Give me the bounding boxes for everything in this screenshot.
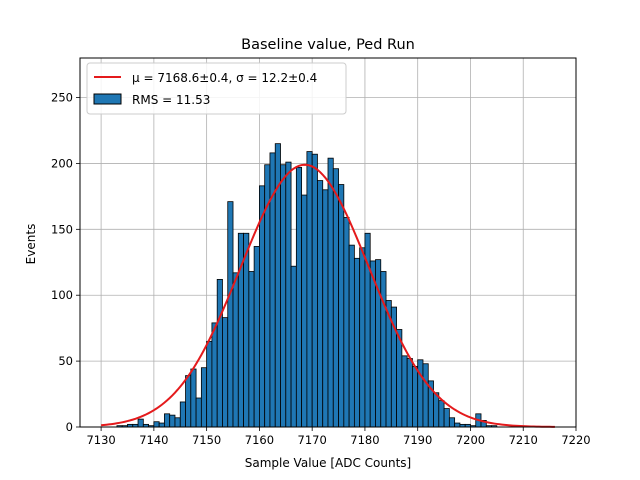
- histogram-bar: [417, 359, 424, 428]
- legend-fit-label: μ = 7168.6±0.4, σ = 12.2±0.4: [132, 71, 317, 85]
- histogram-bar: [454, 422, 461, 428]
- histogram-bar: [253, 246, 260, 428]
- histogram-bar: [412, 365, 419, 428]
- histogram-bar: [401, 355, 408, 428]
- histogram-bar: [332, 168, 339, 428]
- histogram-bar: [190, 368, 197, 428]
- legend-histogram-swatch: [93, 93, 122, 105]
- legend: μ = 7168.6±0.4, σ = 12.2±0.4 RMS = 11.53: [86, 62, 347, 115]
- histogram-bar: [396, 329, 403, 428]
- histogram-bar: [311, 153, 318, 428]
- histogram-bar: [232, 272, 239, 428]
- axes: 7130 7140 7150 7160 7170 7180 7190 7200 7210 7220…: [51, 57, 591, 447]
- histogram-bar: [222, 317, 229, 428]
- histogram-bar: [406, 358, 413, 428]
- y-tick-label: 100: [51, 288, 73, 302]
- x-tick-label: 7200: [456, 433, 485, 447]
- histogram-bar: [137, 418, 144, 428]
- fit-curve-layer: [101, 163, 555, 428]
- histogram-bar: [185, 375, 192, 428]
- histogram-bar: [438, 400, 445, 428]
- histogram-bar: [174, 417, 181, 428]
- plot-frame: [79, 57, 577, 428]
- histogram-bar: [380, 271, 387, 428]
- x-axis-label: Sample Value [ADC Counts]: [245, 456, 411, 470]
- histogram-bar: [227, 201, 234, 428]
- y-tick-label: 0: [66, 420, 73, 434]
- legend-histogram-label: RMS = 11.53: [132, 93, 210, 107]
- x-tick-label: 7220: [561, 433, 590, 447]
- y-axis-label: Events: [24, 224, 38, 265]
- chart-title: Baseline value, Ped Run: [241, 37, 415, 53]
- x-tick-label: 7180: [350, 433, 379, 447]
- histogram-bar: [369, 260, 376, 428]
- histogram-bar: [169, 414, 176, 428]
- histogram-bar: [206, 340, 213, 428]
- x-tick-label: 7170: [298, 433, 327, 447]
- x-tick-label: 7210: [509, 433, 538, 447]
- histogram-bars: [116, 143, 498, 428]
- legend-box: [86, 62, 347, 115]
- histogram-bar: [243, 232, 250, 428]
- histogram-bar: [164, 413, 171, 428]
- histogram-bar: [422, 363, 429, 428]
- histogram-bar: [216, 278, 223, 428]
- histogram-bar: [248, 271, 255, 428]
- y-tick-label: 250: [51, 91, 73, 105]
- y-tick-label: 50: [58, 354, 73, 368]
- x-tick-label: 7140: [139, 433, 168, 447]
- histogram-bar: [327, 157, 334, 428]
- histogram-bar: [338, 184, 345, 428]
- histogram-bar: [195, 397, 202, 428]
- histogram-bar: [280, 164, 287, 428]
- histogram-bar: [353, 257, 361, 428]
- histogram-bar: [301, 194, 308, 428]
- x-tick-label: 7190: [403, 433, 432, 447]
- x-tick-label: 7150: [192, 433, 221, 447]
- histogram-bar: [443, 408, 450, 428]
- histogram-bar: [285, 161, 292, 428]
- histogram-bar: [348, 244, 355, 428]
- histogram-bar: [322, 189, 329, 428]
- histogram-bar: [158, 422, 165, 428]
- histogram-bar: [317, 180, 324, 428]
- histogram-bar: [359, 247, 366, 428]
- histogram-bar: [153, 421, 160, 428]
- histogram-bar: [295, 166, 303, 428]
- x-tick-label: 7160: [245, 433, 274, 447]
- histogram-bar: [290, 265, 297, 428]
- histogram-bar: [211, 322, 218, 428]
- x-tick-label: 7130: [86, 433, 115, 447]
- y-tick-label: 150: [51, 222, 73, 236]
- histogram-bar: [179, 401, 186, 428]
- histogram-bar: [306, 151, 313, 428]
- histogram-bar: [343, 217, 350, 428]
- histogram-bar: [200, 367, 208, 428]
- histogram-bar: [433, 392, 440, 428]
- y-tick-label: 200: [51, 156, 73, 170]
- gaussian-fit-curve: [101, 163, 555, 428]
- histogram-bar: [448, 417, 456, 428]
